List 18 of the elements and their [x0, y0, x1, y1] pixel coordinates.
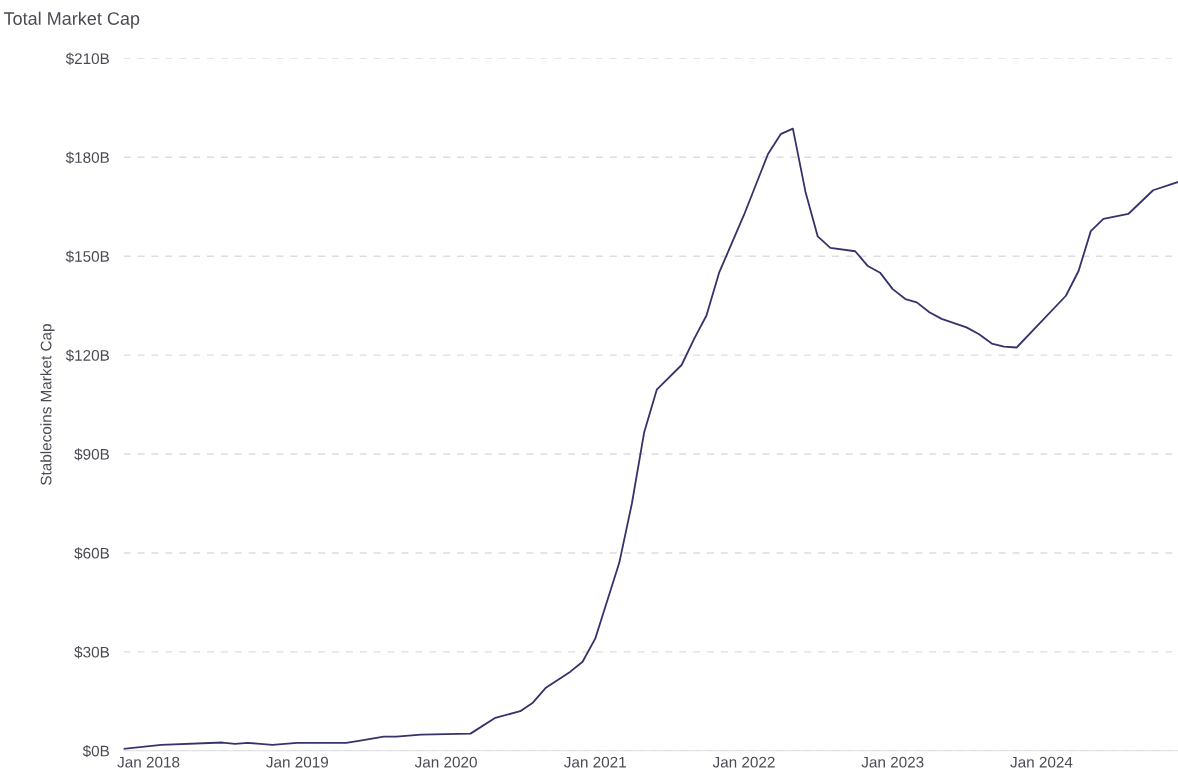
x-tick-label: Jan 2020 — [414, 756, 477, 768]
y-axis-title: Stablecoins Market Cap — [40, 324, 55, 485]
x-tick-label: Jan 2023 — [861, 756, 924, 768]
x-tick-label: Jan 2019 — [266, 756, 329, 768]
x-tick-label: Jan 2022 — [712, 756, 775, 768]
y-tick-label: $120B — [65, 349, 109, 362]
y-tick-label: $210B — [65, 52, 109, 65]
line-series — [123, 127, 1178, 750]
y-tick-label: $180B — [65, 151, 109, 164]
y-tick-label: $0B — [82, 745, 109, 758]
y-tick-label: $90B — [74, 448, 109, 461]
x-tick-label: Jan 2021 — [564, 756, 626, 768]
x-tick-label: Jan 2024 — [1010, 756, 1073, 768]
y-tick-label: $60B — [74, 547, 109, 560]
x-tick-label: Jan 2018 — [117, 756, 180, 768]
y-tick-label: $30B — [74, 646, 109, 659]
chart-title: Total Market Cap — [3, 11, 140, 29]
y-tick-label: $150B — [65, 250, 109, 263]
